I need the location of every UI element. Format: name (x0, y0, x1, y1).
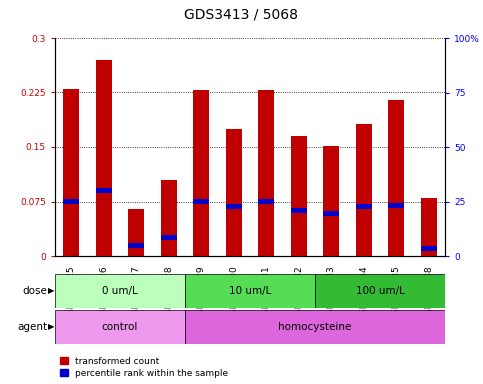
Bar (421, 198, 437, 256)
Bar (185, 310, 445, 344)
Bar (258, 90, 274, 256)
Bar (226, 129, 242, 256)
Bar (185, 274, 315, 308)
Bar (291, 208, 307, 213)
Legend: transformed count, percentile rank within the sample: transformed count, percentile rank withi… (59, 357, 228, 377)
Bar (63, 89, 79, 256)
Text: GDS3413 / 5068: GDS3413 / 5068 (185, 8, 298, 22)
Bar (55, 310, 185, 344)
Bar (323, 146, 340, 256)
Bar (55, 274, 185, 308)
Bar (323, 211, 340, 217)
Text: 10 um/L: 10 um/L (229, 286, 271, 296)
Bar (258, 199, 274, 204)
Bar (161, 180, 177, 256)
Bar (193, 199, 209, 204)
Bar (193, 90, 209, 256)
Bar (355, 204, 372, 209)
Bar (161, 235, 177, 240)
Bar (226, 204, 242, 209)
Bar (421, 246, 437, 251)
Bar (96, 60, 112, 256)
Text: ▶: ▶ (48, 323, 55, 331)
Text: agent: agent (17, 322, 47, 332)
Bar (315, 274, 445, 308)
Bar (388, 100, 404, 256)
Bar (291, 136, 307, 256)
Text: 0 um/L: 0 um/L (102, 286, 138, 296)
Bar (96, 188, 112, 193)
Bar (128, 209, 144, 256)
Bar (128, 243, 144, 248)
Text: homocysteine: homocysteine (278, 322, 352, 332)
Bar (63, 199, 79, 204)
Bar (388, 203, 404, 208)
Text: ▶: ▶ (48, 286, 55, 296)
Bar (355, 124, 372, 256)
Text: 100 um/L: 100 um/L (355, 286, 404, 296)
Text: dose: dose (22, 286, 47, 296)
Text: control: control (102, 322, 138, 332)
